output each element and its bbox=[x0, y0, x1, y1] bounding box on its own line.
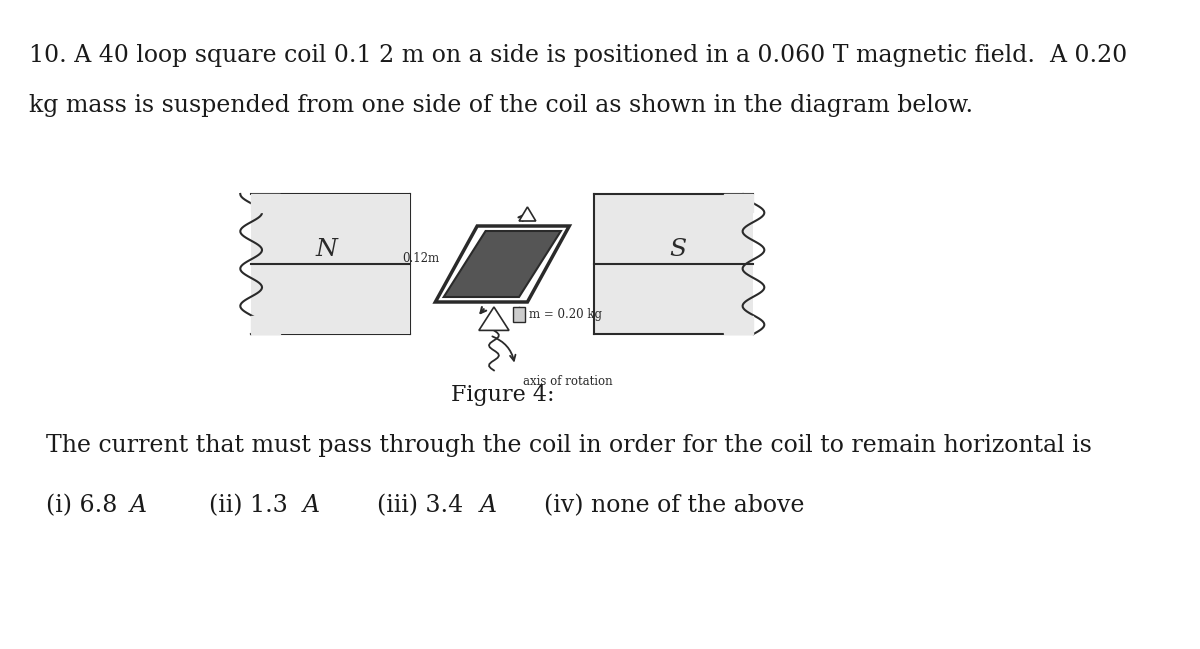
Text: A: A bbox=[130, 494, 146, 517]
Text: The current that must pass through the coil in order for the coil to remain hori: The current that must pass through the c… bbox=[46, 434, 1092, 457]
Polygon shape bbox=[444, 231, 560, 297]
Text: A: A bbox=[304, 494, 320, 517]
Text: kg mass is suspended from one side of the coil as shown in the diagram below.: kg mass is suspended from one side of th… bbox=[29, 94, 973, 117]
Text: m = 0.20 kg: m = 0.20 kg bbox=[529, 308, 602, 321]
Polygon shape bbox=[724, 194, 754, 212]
Bar bbox=[512, 307, 526, 322]
Polygon shape bbox=[251, 194, 281, 212]
Text: S: S bbox=[670, 238, 686, 260]
Text: Figure 4:: Figure 4: bbox=[450, 384, 554, 406]
Polygon shape bbox=[724, 316, 754, 334]
Text: (iv) none of the above: (iv) none of the above bbox=[544, 494, 805, 517]
Polygon shape bbox=[436, 226, 569, 302]
Polygon shape bbox=[479, 307, 509, 330]
Polygon shape bbox=[520, 207, 535, 221]
Text: 0.12m: 0.12m bbox=[402, 252, 439, 265]
Polygon shape bbox=[251, 316, 281, 334]
Text: (ii) 1.3: (ii) 1.3 bbox=[209, 494, 288, 517]
Text: N: N bbox=[316, 238, 337, 260]
Text: axis of rotation: axis of rotation bbox=[523, 375, 613, 388]
Text: (iii) 3.4: (iii) 3.4 bbox=[377, 494, 463, 517]
Polygon shape bbox=[251, 194, 410, 334]
Polygon shape bbox=[594, 194, 754, 334]
Text: (i) 6.8: (i) 6.8 bbox=[46, 494, 118, 517]
Text: A: A bbox=[480, 494, 497, 517]
Text: 10. A 40 loop square coil 0.1 2 m on a side is positioned in a 0.060 T magnetic : 10. A 40 loop square coil 0.1 2 m on a s… bbox=[29, 44, 1128, 67]
